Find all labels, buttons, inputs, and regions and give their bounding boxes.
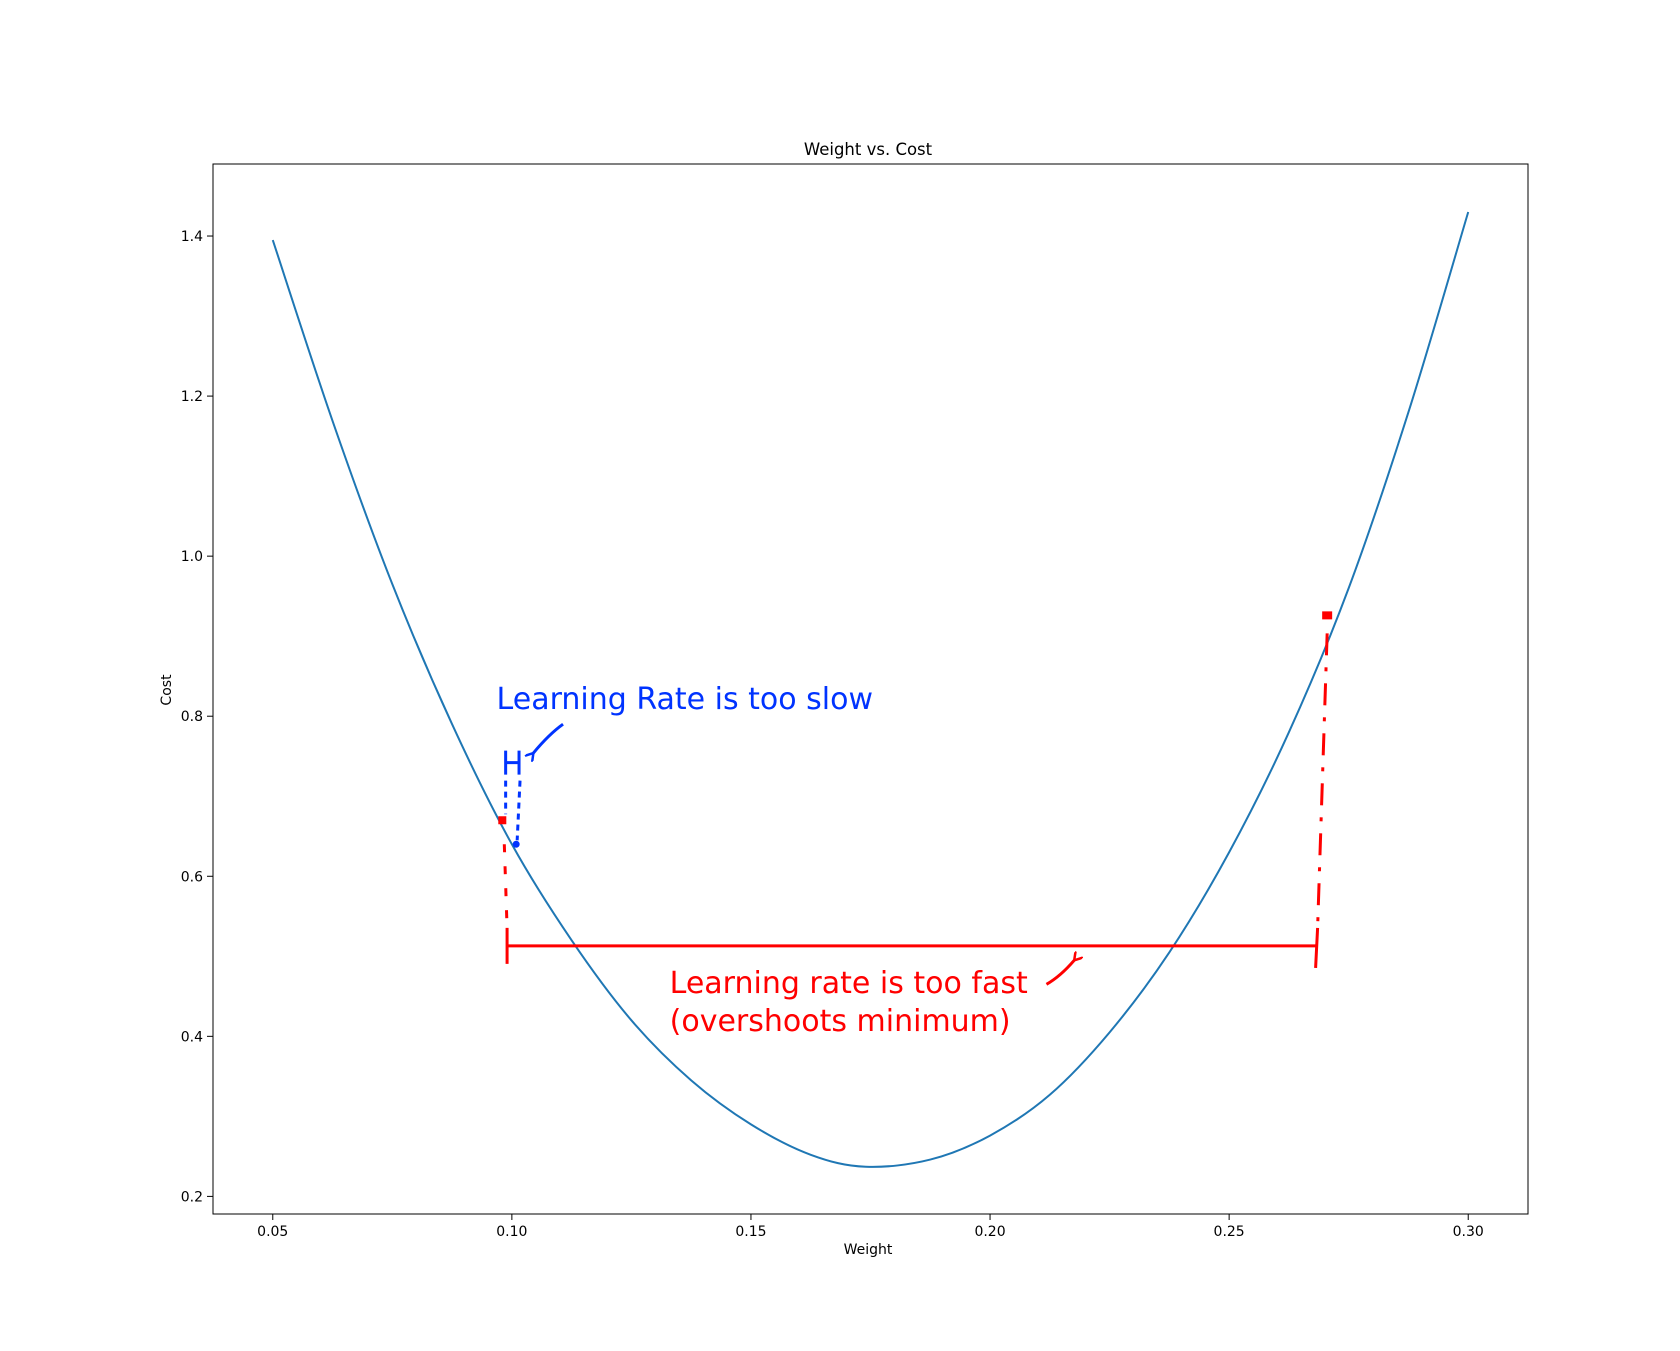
overshoot-end-point <box>1322 611 1333 620</box>
overshoot-line <box>505 927 1320 968</box>
y-tick-label: 1.0 <box>181 549 203 565</box>
chart-title: Weight vs. Cost <box>804 140 933 159</box>
x-tick-label: 0.10 <box>496 1224 527 1240</box>
cost-curve <box>271 211 1470 1168</box>
x-tick-label: 0.05 <box>257 1224 288 1240</box>
x-axis-label: Weight <box>844 1242 893 1258</box>
x-tick-label: 0.20 <box>974 1224 1005 1240</box>
plot-area: 0.05 0.10 0.15 0.20 0.25 0.30 0.2 0.4 0.6 0.8 1.0… <box>181 163 1529 1240</box>
x-tick-label: 0.15 <box>735 1224 766 1240</box>
y-tick-label: 0.8 <box>181 709 203 725</box>
slow-learning-label: Learning Rate is too slow <box>497 682 873 717</box>
fast-learning-annotation: Learning rate is too fast (overshoots mi… <box>498 611 1333 1039</box>
y-tick-label: 0.2 <box>181 1189 203 1205</box>
fast-learning-label-line-2: (overshoots minimum) <box>670 1004 1011 1039</box>
overshoot-right-guide <box>1316 633 1329 928</box>
overshoot-left-guide <box>502 844 509 928</box>
slow-step-point <box>512 840 520 848</box>
y-axis-label: Cost <box>159 674 175 706</box>
slow-step-bracket <box>504 750 521 775</box>
y-tick-label: 0.4 <box>181 1029 203 1045</box>
slow-step-right-guide <box>515 780 522 841</box>
y-tick-label: 0.6 <box>181 869 203 885</box>
y-axis-ticks: 0.2 0.4 0.6 0.8 1.0 1.2 1.4 <box>181 229 213 1205</box>
slow-learning-arrow <box>533 722 564 753</box>
fast-learning-arrow <box>1045 960 1074 986</box>
overshoot-start-point <box>498 816 507 825</box>
y-tick-label: 1.4 <box>181 229 203 245</box>
axes-frame <box>212 163 1529 1215</box>
x-tick-label: 0.30 <box>1453 1224 1484 1240</box>
x-axis-ticks: 0.05 0.10 0.15 0.20 0.25 0.30 <box>257 1214 1484 1240</box>
fast-learning-label-line-1: Learning rate is too fast <box>670 966 1028 1001</box>
y-tick-label: 1.2 <box>181 389 203 405</box>
x-tick-label: 0.25 <box>1214 1224 1245 1240</box>
slow-learning-annotation: Learning Rate is too slow <box>497 682 873 848</box>
